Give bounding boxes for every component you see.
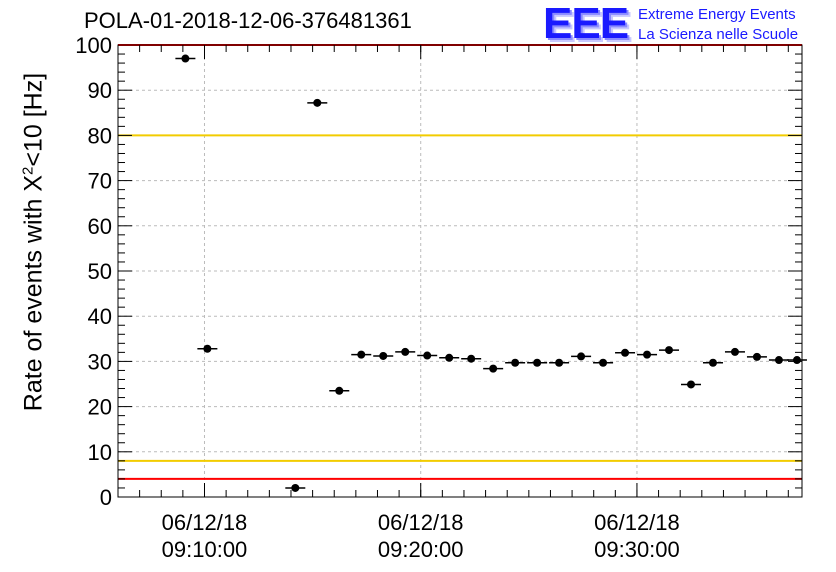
data-point bbox=[621, 348, 630, 357]
data-point bbox=[752, 352, 761, 361]
data-point bbox=[511, 358, 520, 367]
y-tick-label: 100 bbox=[75, 33, 112, 58]
eee-logo: EEE bbox=[543, 0, 629, 48]
data-point bbox=[181, 54, 190, 63]
data-point bbox=[291, 483, 300, 492]
logo-line-2: La Scienza nelle Scuole bbox=[638, 26, 799, 43]
axis-ticks bbox=[117, 44, 802, 498]
reference-lines bbox=[118, 44, 802, 480]
chart-title: POLA-01-2018-12-06-376481361 bbox=[84, 8, 412, 33]
data-point bbox=[335, 386, 344, 395]
x-tick-label-date: 06/12/18 bbox=[378, 510, 464, 535]
y-tick-label: 80 bbox=[88, 123, 112, 148]
y-tick-label: 0 bbox=[100, 485, 112, 510]
x-tick-label-time: 09:30:00 bbox=[594, 537, 680, 562]
y-tick-label: 50 bbox=[88, 259, 112, 284]
data-point bbox=[687, 380, 696, 389]
grid bbox=[118, 45, 802, 497]
data-point bbox=[313, 98, 322, 107]
y-tick-label: 20 bbox=[88, 395, 112, 420]
x-tick-label-time: 09:10:00 bbox=[162, 537, 248, 562]
y-tick-label: 40 bbox=[88, 304, 112, 329]
tick-labels: 010203040506070809010006/12/1809:10:0006… bbox=[75, 33, 679, 562]
x-tick-label-date: 06/12/18 bbox=[594, 510, 680, 535]
data-point bbox=[792, 356, 801, 365]
y-tick-label: 30 bbox=[88, 349, 112, 374]
y-tick-label: 10 bbox=[88, 440, 112, 465]
data-point bbox=[203, 344, 212, 353]
data-point bbox=[555, 358, 564, 367]
data-point bbox=[357, 350, 366, 359]
data-point bbox=[533, 358, 542, 367]
data-point bbox=[379, 351, 388, 360]
data-point bbox=[467, 354, 476, 363]
data-point bbox=[708, 358, 717, 367]
x-tick-label-time: 09:20:00 bbox=[378, 537, 464, 562]
x-tick-label-date: 06/12/18 bbox=[162, 510, 248, 535]
data-point bbox=[643, 350, 652, 359]
y-tick-label: 60 bbox=[88, 214, 112, 239]
data-point bbox=[599, 358, 608, 367]
data-point bbox=[489, 364, 498, 373]
data-point bbox=[577, 352, 586, 361]
data-point bbox=[730, 347, 739, 356]
data-series bbox=[175, 54, 807, 492]
y-tick-label: 90 bbox=[88, 78, 112, 103]
y-tick-label: 70 bbox=[88, 169, 112, 194]
data-point bbox=[401, 347, 410, 356]
data-point bbox=[665, 346, 674, 355]
logo-line-1: Extreme Energy Events bbox=[638, 6, 796, 23]
data-point bbox=[774, 356, 783, 365]
data-point bbox=[445, 353, 454, 362]
data-point bbox=[423, 351, 432, 360]
